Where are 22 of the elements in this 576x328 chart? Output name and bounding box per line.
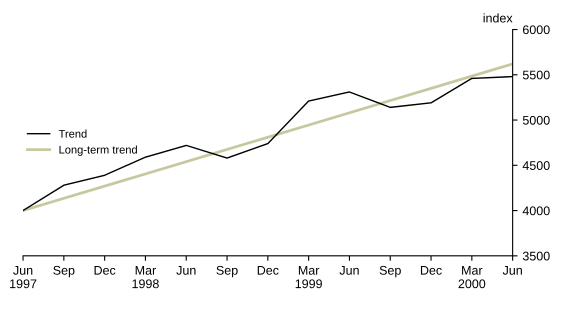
x-tick-label: Jun bbox=[176, 266, 196, 275]
x-tick-label: Sep bbox=[380, 266, 401, 278]
x-tick-label: Sep bbox=[53, 266, 74, 278]
y-tick-label: 4000 bbox=[522, 206, 550, 216]
legend-label: Long-term trend bbox=[60, 145, 137, 156]
x-tick-label: Dec bbox=[94, 266, 116, 275]
y-axis-title: index bbox=[484, 13, 513, 23]
x-tick-label: Mar 2000 bbox=[458, 266, 486, 288]
x-tick-label: Mar 1999 bbox=[296, 266, 322, 288]
y-tick-label: 6000 bbox=[522, 25, 550, 34]
y-tick-label: 5500 bbox=[522, 70, 550, 80]
x-tick-label: Mar 1998 bbox=[132, 266, 159, 288]
legend-label: Trend bbox=[58, 130, 86, 138]
x-tick-label: Dec bbox=[420, 266, 442, 275]
y-tick-label: 4500 bbox=[522, 161, 550, 170]
y-tick-label: 5000 bbox=[522, 116, 550, 125]
x-tick-label: Jun 1997 bbox=[10, 266, 36, 288]
x-tick-label: Jun bbox=[502, 266, 522, 275]
x-tick-label: Dec bbox=[258, 266, 279, 275]
x-tick-label: Sep bbox=[216, 266, 238, 278]
y-tick-label: 3500 bbox=[522, 252, 550, 260]
x-tick-label: Jun bbox=[340, 266, 359, 275]
